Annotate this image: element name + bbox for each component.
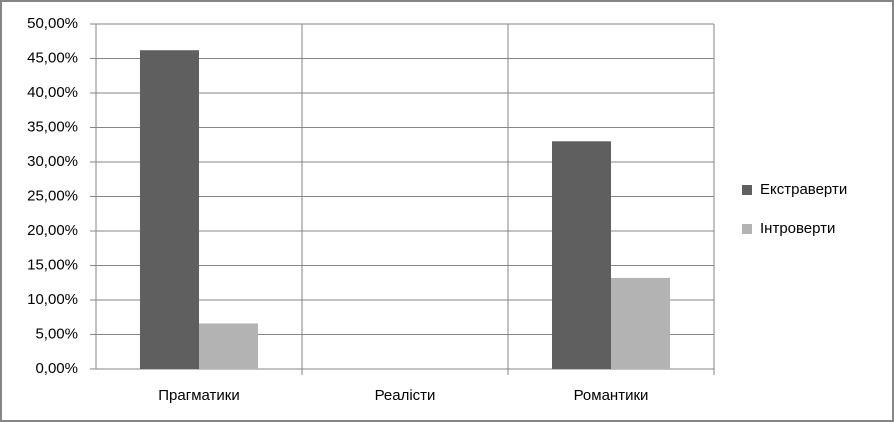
legend-swatch <box>742 224 752 234</box>
legend-label: Інтроверти <box>760 220 835 237</box>
y-tick-label: 20,00% <box>27 222 78 239</box>
y-tick-label: 50,00% <box>27 15 78 32</box>
y-tick-label: 25,00% <box>27 187 78 204</box>
bar <box>611 277 670 369</box>
x-tick-label: Прагматики <box>158 387 239 404</box>
bar <box>199 323 258 369</box>
y-tick-label: 15,00% <box>27 256 78 273</box>
y-tick-label: 35,00% <box>27 118 78 135</box>
y-tick-label: 40,00% <box>27 84 78 101</box>
x-tick-label: Романтики <box>574 387 649 404</box>
y-tick-label: 10,00% <box>27 291 78 308</box>
y-tick-label: 45,00% <box>27 49 78 66</box>
y-tick-label: 0,00% <box>35 360 78 377</box>
y-tick-label: 5,00% <box>35 325 78 342</box>
bar <box>552 141 611 369</box>
legend-label: Екстраверти <box>760 181 847 198</box>
x-tick-label: Реалісти <box>375 387 436 404</box>
y-tick-label: 30,00% <box>27 153 78 170</box>
legend-swatch <box>742 185 752 195</box>
bar <box>140 50 199 369</box>
